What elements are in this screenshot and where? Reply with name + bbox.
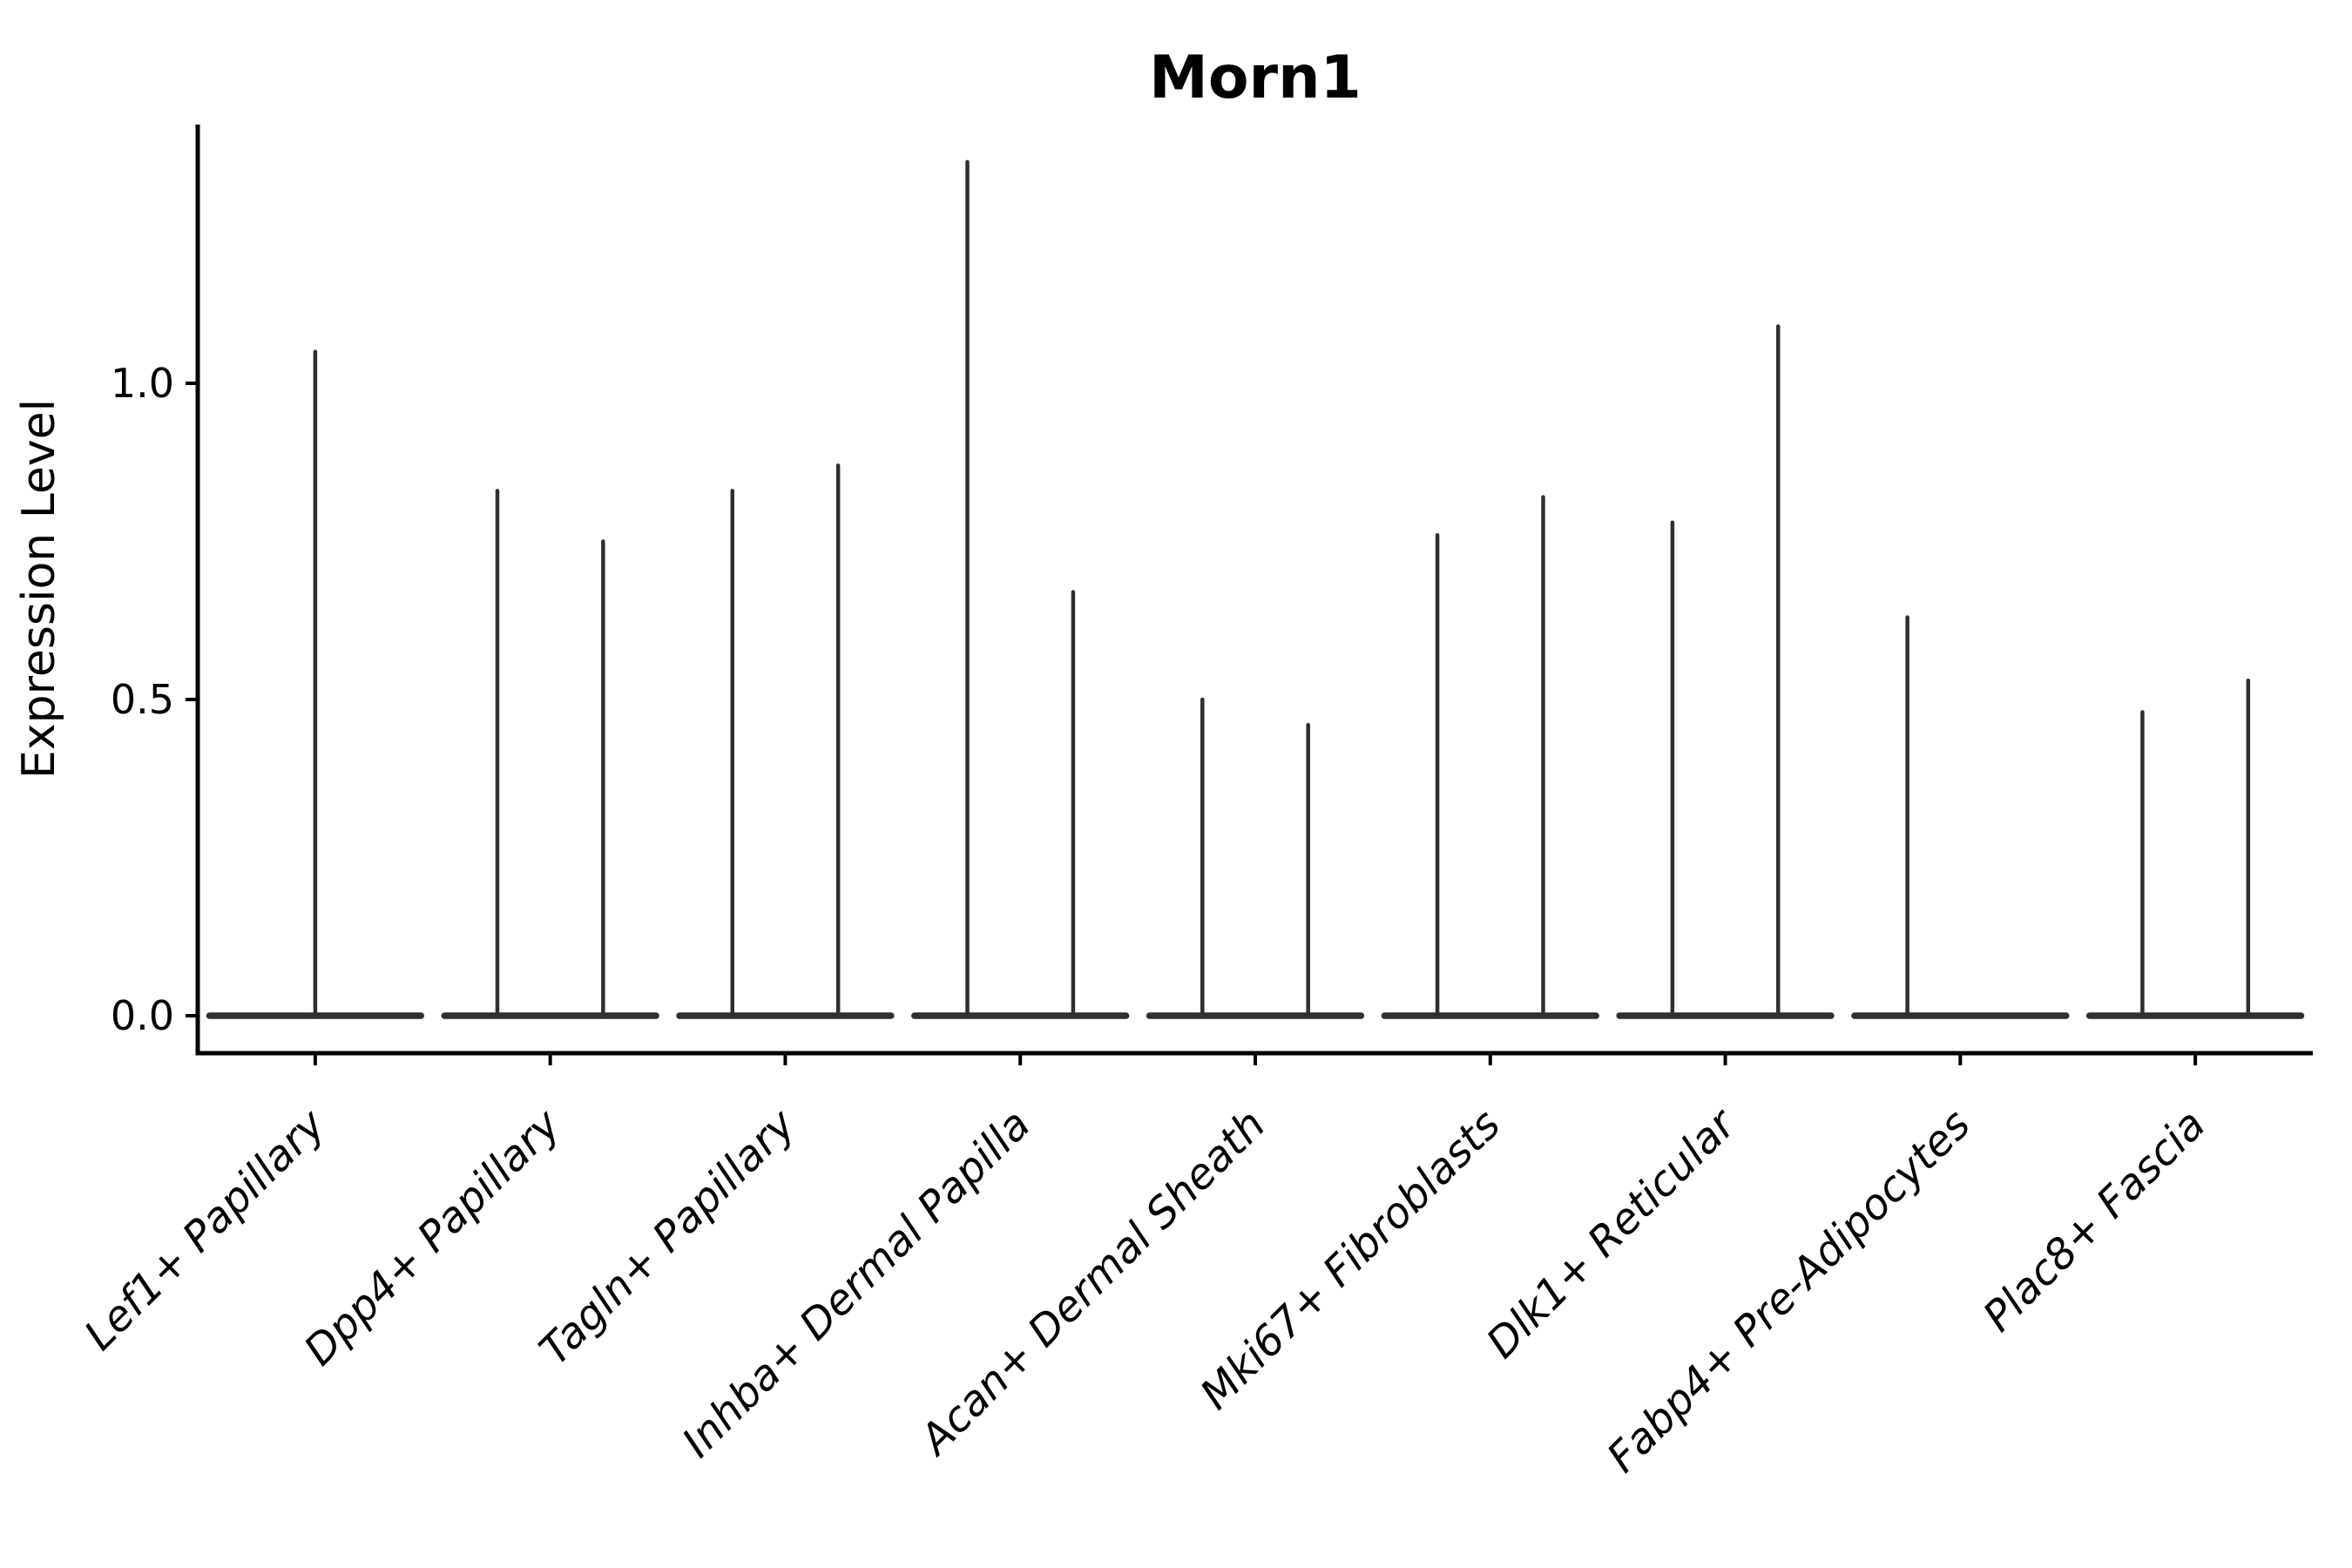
violin-group bbox=[911, 159, 1130, 1019]
violins bbox=[206, 159, 2305, 1019]
y-tick-label: 0.5 bbox=[111, 676, 174, 723]
violin-group bbox=[2085, 678, 2305, 1019]
violin-group bbox=[676, 463, 895, 1019]
y-ticks: 0.0 0.5 1.0 bbox=[111, 360, 198, 1039]
x-tick-label: Dlk1+ Reticular bbox=[1477, 1098, 1747, 1369]
violin-group bbox=[1381, 495, 1599, 1019]
y-tick-label: 0.0 bbox=[111, 992, 174, 1039]
x-tick-label: Tagln+ Papillary bbox=[531, 1099, 806, 1375]
y-axis: 0.0 0.5 1.0 bbox=[111, 125, 200, 1053]
x-ticks bbox=[313, 1053, 2198, 1065]
violin-group bbox=[206, 349, 425, 1019]
violin-group bbox=[441, 489, 659, 1019]
plot-title: Morn1 bbox=[1149, 44, 1362, 112]
violin-group bbox=[1146, 697, 1365, 1019]
y-axis-label: Expression Level bbox=[13, 399, 65, 779]
y-tick-label: 1.0 bbox=[111, 360, 174, 407]
violin-group bbox=[1851, 615, 2070, 1019]
violin-group bbox=[1616, 324, 1835, 1019]
x-tick-label: Dpp4+ Papillary bbox=[295, 1099, 571, 1375]
x-tick-label: Plac8+ Fascia bbox=[1974, 1100, 2215, 1342]
x-tick-label: Lef1+ Papillary bbox=[75, 1099, 335, 1360]
